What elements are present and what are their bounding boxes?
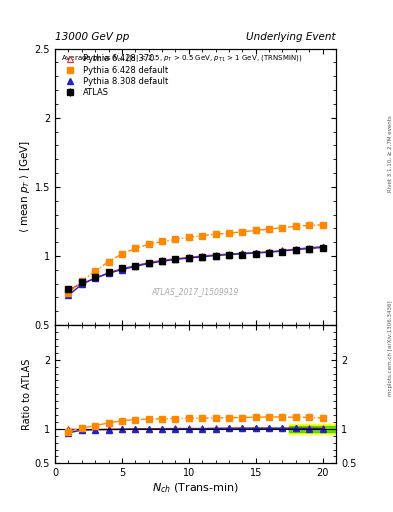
- Pythia 8.308 default: [280, 248, 285, 254]
- Text: Underlying Event: Underlying Event: [246, 32, 336, 42]
- Pythia 6.428 default: [93, 268, 97, 274]
- Pythia 8.308 default: [294, 247, 298, 253]
- Pythia 8.308 default: [227, 251, 231, 258]
- Pythia 8.308 default: [79, 281, 84, 287]
- Pythia 6.428 default: [253, 227, 258, 233]
- Pythia 6.428 default: [66, 290, 71, 296]
- Pythia 8.308 default: [320, 244, 325, 250]
- Pythia 6.428 default: [240, 229, 245, 235]
- Pythia 6.428 370: [253, 249, 258, 255]
- Line: Pythia 6.428 370: Pythia 6.428 370: [65, 243, 326, 293]
- Pythia 8.308 default: [160, 258, 164, 264]
- Pythia 6.428 370: [200, 253, 205, 259]
- Pythia 6.428 370: [320, 244, 325, 250]
- Y-axis label: $\langle$ mean $p_T$ $\rangle$ [GeV]: $\langle$ mean $p_T$ $\rangle$ [GeV]: [18, 140, 32, 233]
- Pythia 6.428 default: [200, 232, 205, 239]
- Pythia 6.428 default: [106, 259, 111, 265]
- Line: Pythia 8.308 default: Pythia 8.308 default: [65, 244, 326, 299]
- Text: 13000 GeV pp: 13000 GeV pp: [55, 32, 129, 42]
- Pythia 6.428 370: [66, 287, 71, 293]
- Pythia 8.308 default: [173, 257, 178, 263]
- Pythia 8.308 default: [146, 261, 151, 267]
- Pythia 8.308 default: [267, 249, 272, 255]
- Pythia 6.428 370: [119, 266, 124, 272]
- Pythia 6.428 370: [280, 247, 285, 253]
- Pythia 6.428 370: [213, 252, 218, 258]
- Pythia 6.428 default: [294, 223, 298, 229]
- Pythia 6.428 370: [186, 254, 191, 261]
- Pythia 6.428 default: [213, 231, 218, 237]
- X-axis label: $N_{ch}$ (Trans-min): $N_{ch}$ (Trans-min): [152, 481, 239, 495]
- Pythia 8.308 default: [253, 250, 258, 256]
- Pythia 6.428 default: [160, 239, 164, 245]
- Pythia 6.428 370: [240, 250, 245, 257]
- Y-axis label: Ratio to ATLAS: Ratio to ATLAS: [22, 358, 32, 430]
- Pythia 6.428 370: [294, 246, 298, 252]
- Line: Pythia 6.428 default: Pythia 6.428 default: [66, 222, 325, 296]
- Text: ATLAS_2017_I1509919: ATLAS_2017_I1509919: [152, 287, 239, 296]
- Pythia 8.308 default: [213, 252, 218, 259]
- Pythia 6.428 default: [320, 222, 325, 228]
- Text: Rivet 3.1.10, ≥ 2.7M events: Rivet 3.1.10, ≥ 2.7M events: [388, 115, 393, 192]
- Pythia 8.308 default: [119, 266, 124, 272]
- Pythia 6.428 370: [133, 263, 138, 269]
- Pythia 6.428 default: [146, 241, 151, 247]
- Pythia 6.428 default: [119, 251, 124, 257]
- Pythia 6.428 default: [227, 230, 231, 236]
- Pythia 6.428 default: [186, 234, 191, 241]
- Pythia 6.428 370: [79, 281, 84, 287]
- Pythia 6.428 370: [267, 249, 272, 255]
- Pythia 8.308 default: [186, 255, 191, 261]
- Pythia 6.428 370: [106, 270, 111, 276]
- Pythia 8.308 default: [307, 245, 312, 251]
- Pythia 6.428 default: [173, 237, 178, 243]
- Pythia 6.428 370: [146, 260, 151, 266]
- Pythia 6.428 default: [267, 226, 272, 232]
- Text: Average $p_T$ vs $N_{ch}$ ($|\eta|$ < 2.5, $p_T$ > 0.5 GeV, $p_{T1}$ > 1 GeV, (T: Average $p_T$ vs $N_{ch}$ ($|\eta|$ < 2.…: [61, 53, 302, 64]
- Pythia 6.428 370: [93, 275, 97, 281]
- Pythia 6.428 default: [133, 245, 138, 251]
- Pythia 8.308 default: [66, 292, 71, 298]
- Legend: Pythia 6.428 370, Pythia 6.428 default, Pythia 8.308 default, ATLAS: Pythia 6.428 370, Pythia 6.428 default, …: [58, 52, 170, 99]
- Text: mcplots.cern.ch [arXiv:1306.3436]: mcplots.cern.ch [arXiv:1306.3436]: [388, 301, 393, 396]
- Pythia 8.308 default: [240, 251, 245, 257]
- Pythia 6.428 370: [173, 255, 178, 262]
- Pythia 8.308 default: [106, 270, 111, 276]
- Pythia 8.308 default: [200, 253, 205, 260]
- Pythia 6.428 370: [160, 258, 164, 264]
- Pythia 6.428 370: [307, 245, 312, 251]
- Pythia 6.428 default: [79, 278, 84, 284]
- Pythia 8.308 default: [93, 275, 97, 281]
- Pythia 8.308 default: [133, 263, 138, 269]
- Pythia 6.428 default: [307, 222, 312, 228]
- Pythia 6.428 default: [280, 225, 285, 231]
- Pythia 6.428 370: [227, 251, 231, 257]
